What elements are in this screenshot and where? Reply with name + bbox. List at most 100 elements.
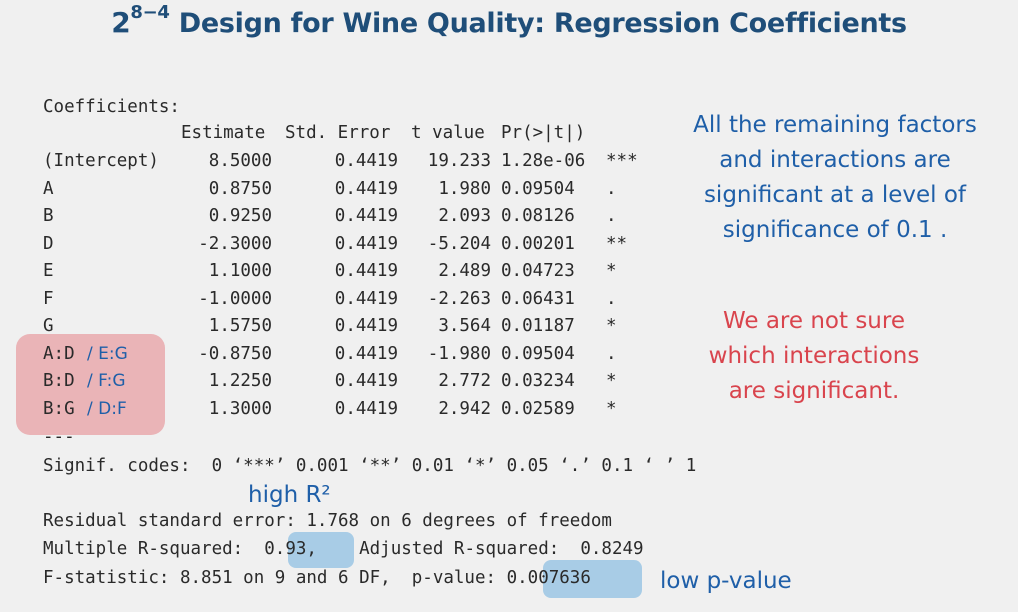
row-std-error: 0.4419 bbox=[334, 343, 398, 364]
signif-codes: Signif. codes: 0 ‘***’ 0.001 ‘**’ 0.01 ‘… bbox=[43, 456, 697, 476]
row-alias: / E:G bbox=[87, 343, 128, 364]
f-line: F-statistic: 8.851 on 9 and 6 DF, p-valu… bbox=[43, 567, 591, 589]
row-t-value: 2.772 bbox=[438, 371, 491, 391]
row-p-value: 0.06431 bbox=[501, 288, 575, 309]
row-t-value: 19.233 bbox=[427, 151, 491, 171]
row-std-error: 0.4419 bbox=[334, 288, 398, 309]
table-row: A 0.8750 0.4419 1.980 0.09504. bbox=[0, 176, 700, 203]
row-signif: . bbox=[606, 178, 617, 199]
row-term: F bbox=[43, 288, 54, 309]
title-exponent: 8−4 bbox=[130, 2, 170, 23]
row-p-value: 0.02589 bbox=[501, 398, 575, 419]
col-p-value: Pr(>|t|) bbox=[501, 123, 586, 143]
row-estimate: -2.3000 bbox=[198, 233, 272, 254]
low-p-note: low p-value bbox=[660, 568, 792, 594]
coefficients-header: Coefficients: bbox=[43, 97, 180, 117]
significance-note-line: significance of 0.1 . bbox=[722, 217, 948, 243]
table-row: D -2.3000 0.4419 -5.204 0.00201 ** bbox=[0, 231, 700, 258]
row-p-value: 0.04723 bbox=[501, 261, 575, 281]
row-p-value: 0.03234 bbox=[501, 371, 575, 391]
table-row: B:D / F:G 1.2250 0.4419 2.772 0.03234 * bbox=[0, 368, 700, 395]
row-signif: * bbox=[606, 261, 617, 281]
row-term: E bbox=[43, 261, 54, 281]
p-value-highlight bbox=[543, 560, 642, 598]
interaction-terms-highlight bbox=[16, 334, 165, 435]
row-term: B:D bbox=[43, 371, 75, 391]
row-std-error: 0.4419 bbox=[334, 206, 398, 226]
row-estimate: 0.9250 bbox=[208, 206, 272, 226]
row-term: G bbox=[43, 316, 54, 336]
row-std-error: 0.4419 bbox=[334, 316, 398, 336]
row-signif: *** bbox=[606, 151, 638, 171]
adj-r2-value: Adjusted R-squared: 0.8249 bbox=[359, 539, 644, 559]
row-signif: ** bbox=[606, 233, 628, 254]
col-t-value: t value bbox=[411, 123, 485, 143]
row-signif: * bbox=[606, 316, 617, 336]
row-t-value: 2.093 bbox=[438, 206, 491, 226]
r2-value: 0.93, bbox=[264, 539, 317, 559]
row-alias: / D:F bbox=[87, 398, 127, 419]
title-text: Design for Wine Quality: Regression Coef… bbox=[169, 8, 907, 39]
table-row: (Intercept) 8.5000 0.4419 19.233 1.28e-06 *** bbox=[0, 148, 700, 175]
table-row: F -1.0000 0.4419 -2.263 0.06431. bbox=[0, 286, 700, 313]
row-t-value: 1.980 bbox=[438, 178, 491, 199]
col-std-error: Std. Error bbox=[285, 123, 391, 143]
column-headers: Estimate Std. Error t value Pr(>|t|) bbox=[0, 120, 700, 147]
significance-note-line: significant at a level of bbox=[703, 182, 967, 208]
row-std-error: 0.4419 bbox=[334, 151, 398, 171]
row-estimate: 1.3000 bbox=[208, 398, 272, 419]
row-t-value: -1.980 bbox=[427, 343, 491, 364]
f-prefix: F-statistic: 8.851 on 9 and 6 DF, p-valu… bbox=[43, 568, 507, 588]
row-signif: . bbox=[606, 343, 617, 364]
row-estimate: -1.0000 bbox=[198, 288, 272, 309]
uncertainty-note-line: which interactions bbox=[708, 343, 920, 369]
row-estimate: 8.5000 bbox=[208, 151, 272, 171]
row-p-value: 0.08126 bbox=[501, 206, 575, 226]
table-row: B 0.9250 0.4419 2.093 0.08126. bbox=[0, 203, 700, 230]
row-term: A:D bbox=[43, 343, 75, 364]
row-t-value: 2.489 bbox=[438, 261, 491, 281]
row-term: D bbox=[43, 233, 54, 254]
row-std-error: 0.4419 bbox=[334, 398, 398, 419]
significance-note-line: and interactions are bbox=[719, 147, 951, 173]
row-alias: / F:G bbox=[87, 371, 126, 391]
row-estimate: -0.8750 bbox=[198, 343, 272, 364]
table-row: G 1.5750 0.4419 3.564 0.01187 * bbox=[0, 313, 700, 340]
row-term: B:G bbox=[43, 398, 75, 419]
row-estimate: 1.1000 bbox=[208, 261, 272, 281]
row-std-error: 0.4419 bbox=[334, 371, 398, 391]
row-signif: . bbox=[606, 288, 617, 309]
row-term: B bbox=[43, 206, 54, 226]
r2-line: Multiple R-squared: 0.93, Adjusted R-squ… bbox=[43, 538, 644, 560]
row-estimate: 0.8750 bbox=[208, 178, 272, 199]
row-signif: . bbox=[606, 206, 617, 226]
uncertainty-note-line: are significant. bbox=[728, 378, 900, 404]
high-r2-note: high R² bbox=[248, 482, 331, 508]
r2-prefix: Multiple R-squared: bbox=[43, 539, 265, 559]
row-signif: * bbox=[606, 371, 617, 391]
separator: --- bbox=[43, 427, 75, 447]
uncertainty-note: We are not sure which interactions are s… bbox=[664, 304, 964, 409]
row-t-value: -2.263 bbox=[427, 288, 491, 309]
slide-title: 28−4 Design for Wine Quality: Regression… bbox=[0, 4, 1018, 40]
r2-highlight bbox=[288, 532, 354, 568]
col-estimate: Estimate bbox=[181, 123, 266, 143]
row-p-value: 1.28e-06 bbox=[501, 151, 586, 171]
table-row: A:D / E:G -0.8750 0.4419 -1.980 0.09504. bbox=[0, 341, 700, 368]
row-t-value: -5.204 bbox=[427, 233, 491, 254]
row-p-value: 0.09504 bbox=[501, 178, 575, 199]
row-p-value: 0.09504 bbox=[501, 343, 575, 364]
significance-note: All the remaining factors and interactio… bbox=[662, 108, 1008, 248]
uncertainty-note-line: We are not sure bbox=[722, 308, 905, 334]
p-value: 0.007636 bbox=[506, 568, 591, 588]
row-std-error: 0.4419 bbox=[334, 261, 398, 281]
row-p-value: 0.01187 bbox=[501, 316, 575, 336]
row-estimate: 1.2250 bbox=[208, 371, 272, 391]
residual-line: Residual standard error: 1.768 on 6 degr… bbox=[43, 511, 612, 531]
row-t-value: 3.564 bbox=[438, 316, 491, 336]
row-term: (Intercept) bbox=[43, 151, 159, 171]
row-signif: * bbox=[606, 398, 617, 419]
adj-r2 bbox=[317, 539, 359, 559]
row-p-value: 0.00201 bbox=[501, 233, 575, 254]
row-std-error: 0.4419 bbox=[334, 178, 398, 199]
